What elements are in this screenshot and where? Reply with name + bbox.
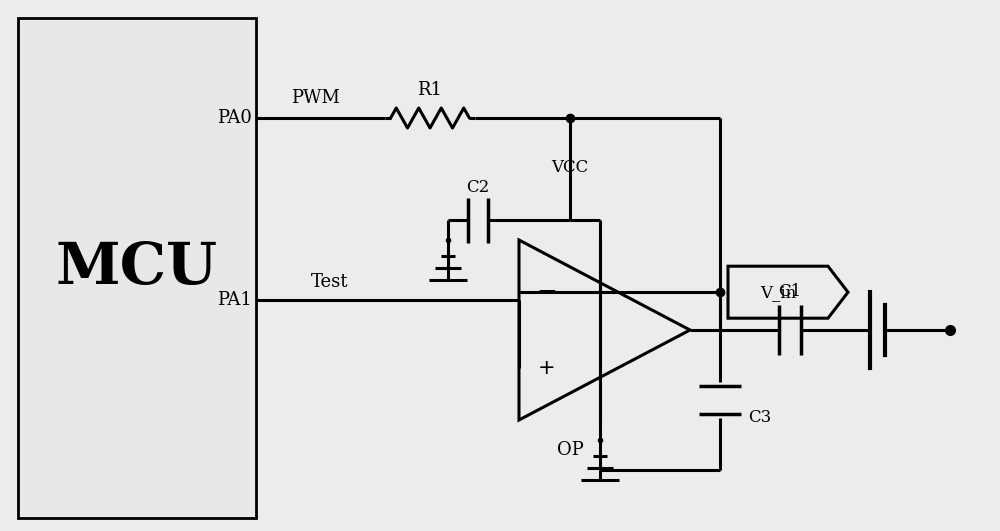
Text: C1: C1 [778, 284, 802, 301]
Text: C3: C3 [748, 409, 772, 426]
Text: −: − [536, 280, 558, 304]
Text: MCU: MCU [56, 240, 218, 296]
Text: Test: Test [311, 273, 349, 291]
Text: VCC: VCC [551, 159, 589, 176]
Text: V_in: V_in [760, 284, 797, 301]
Text: PA1: PA1 [217, 291, 252, 309]
Text: PWM: PWM [291, 89, 339, 107]
Text: R1: R1 [418, 81, 442, 99]
Text: +: + [538, 358, 556, 378]
Text: OP: OP [557, 441, 583, 459]
Text: PA0: PA0 [217, 109, 252, 127]
Text: C2: C2 [466, 179, 490, 196]
Bar [18, 18, 256, 518]
